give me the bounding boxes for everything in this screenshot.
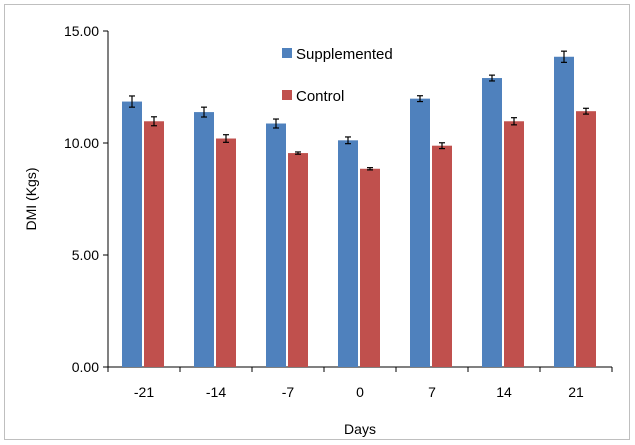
- error-bar: [439, 142, 445, 150]
- legend-label: Control: [296, 88, 344, 105]
- legend-label: Supplemented: [296, 46, 393, 63]
- x-tick-label: -7: [282, 384, 295, 400]
- bar-supplemented: [410, 98, 430, 367]
- error-bar: [223, 134, 229, 143]
- legend-swatch: [282, 90, 292, 100]
- bars-group: [122, 56, 596, 368]
- x-tick-label: 14: [496, 384, 512, 400]
- bar-supplemented: [194, 112, 214, 367]
- bar-control: [576, 111, 596, 367]
- x-axis-title: Days: [344, 421, 376, 437]
- bar-control: [360, 168, 380, 367]
- legend-swatch: [282, 48, 292, 58]
- bar-control: [288, 153, 308, 367]
- x-tick-label: -14: [206, 384, 226, 400]
- legend-item-supplemented: Supplemented: [282, 46, 393, 63]
- bar-supplemented: [554, 56, 574, 367]
- x-tick-labels: -21 -14 -7 0 7 14 21: [107, 367, 613, 400]
- bar-supplemented: [122, 101, 142, 367]
- y-tick-label: 15.00: [64, 23, 99, 39]
- error-bar: [129, 95, 135, 108]
- y-tick-label: 10.00: [64, 135, 99, 151]
- error-bar: [561, 50, 567, 63]
- error-bar: [151, 116, 157, 127]
- error-bar: [511, 117, 517, 126]
- bar-supplemented: [338, 140, 358, 367]
- bar-control: [432, 145, 452, 367]
- x-tick-label: 21: [568, 384, 584, 400]
- y-tick-label: 5.00: [72, 247, 99, 263]
- error-bars-group: [129, 50, 589, 171]
- error-bar: [273, 118, 279, 129]
- error-bar: [345, 136, 351, 145]
- x-tick-label: -21: [134, 384, 154, 400]
- y-tick-label: 0.00: [72, 359, 99, 375]
- bar-control: [144, 121, 164, 367]
- x-tick-label: 7: [428, 384, 436, 400]
- x-tick-label: 0: [356, 384, 364, 400]
- legend-item-control: Control: [282, 88, 344, 105]
- error-bar: [489, 74, 495, 82]
- error-bar: [367, 167, 373, 171]
- error-bar: [295, 151, 301, 155]
- y-axis-title: DMI (Kgs): [23, 168, 39, 231]
- bar-control: [216, 138, 236, 367]
- y-tick-labels: 0.00 5.00 10.00 15.00: [64, 23, 108, 375]
- error-bar: [201, 106, 207, 118]
- bar-supplemented: [482, 78, 502, 367]
- bar-control: [504, 121, 524, 367]
- bar-supplemented: [266, 123, 286, 368]
- error-bar: [417, 95, 423, 103]
- legend: Supplemented Control: [282, 46, 393, 105]
- error-bar: [583, 107, 589, 115]
